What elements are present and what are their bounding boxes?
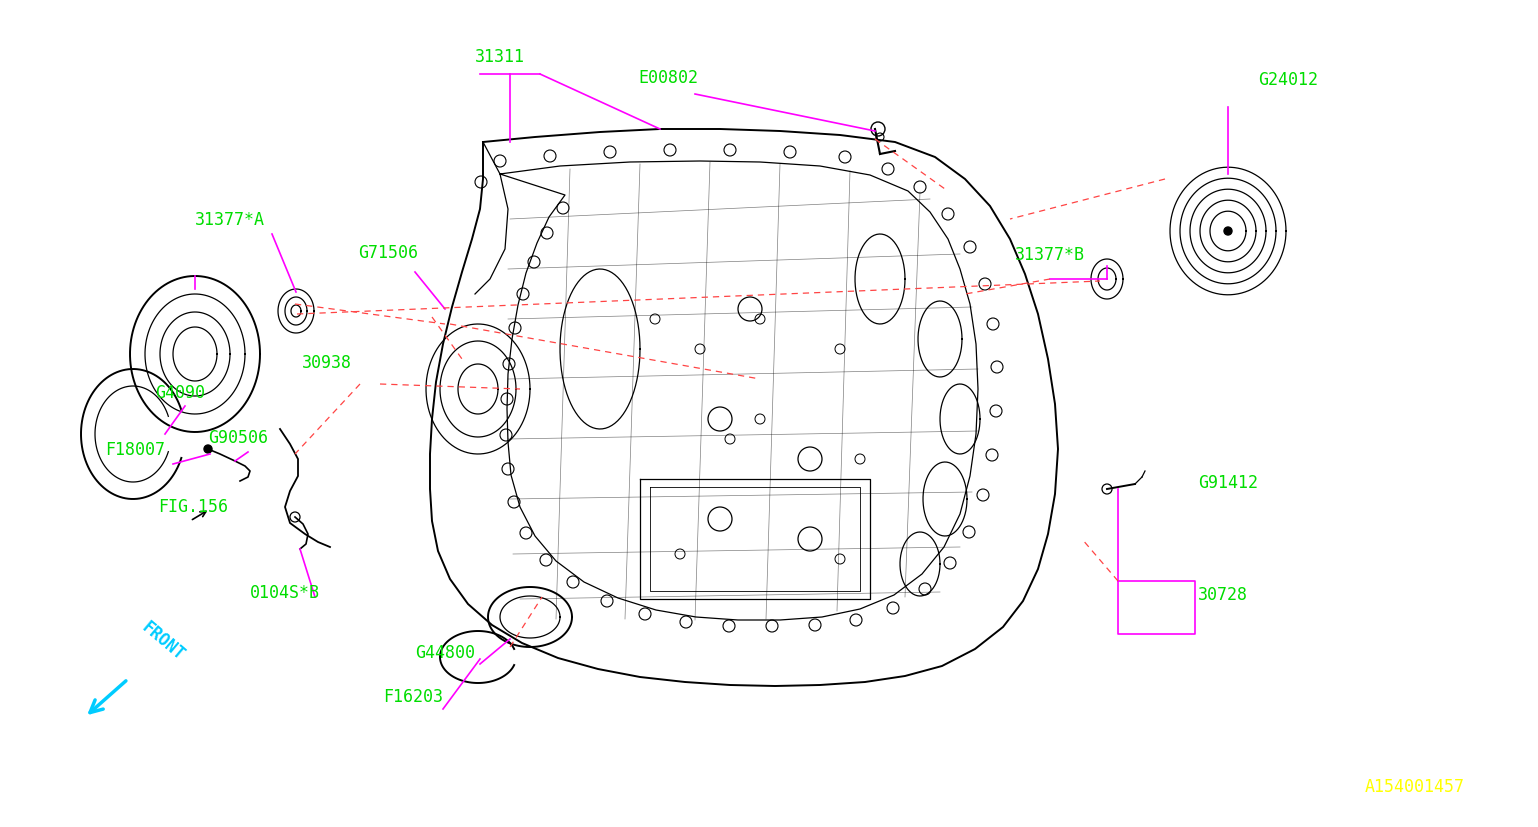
Text: 30938: 30938 xyxy=(301,354,352,371)
Text: G90506: G90506 xyxy=(208,428,268,447)
Text: G44800: G44800 xyxy=(415,643,475,662)
Text: F16203: F16203 xyxy=(383,687,443,705)
Text: A154001457: A154001457 xyxy=(1366,777,1466,795)
Text: FIG.156: FIG.156 xyxy=(158,497,228,515)
Text: G24012: G24012 xyxy=(1258,71,1318,88)
Text: 0104S*B: 0104S*B xyxy=(251,583,320,601)
Text: 31377*B: 31377*B xyxy=(1015,246,1084,264)
Text: 31311: 31311 xyxy=(475,48,524,66)
Text: G91412: G91412 xyxy=(1198,473,1258,491)
Text: FRONT: FRONT xyxy=(138,617,188,663)
Text: 30728: 30728 xyxy=(1198,586,1247,603)
Text: 31377*A: 31377*A xyxy=(195,211,265,229)
Text: E00802: E00802 xyxy=(638,69,698,87)
Text: F18007: F18007 xyxy=(105,441,165,458)
Text: G4090: G4090 xyxy=(155,384,205,402)
Circle shape xyxy=(205,446,212,453)
Text: G71506: G71506 xyxy=(358,244,418,261)
Circle shape xyxy=(1224,227,1232,236)
